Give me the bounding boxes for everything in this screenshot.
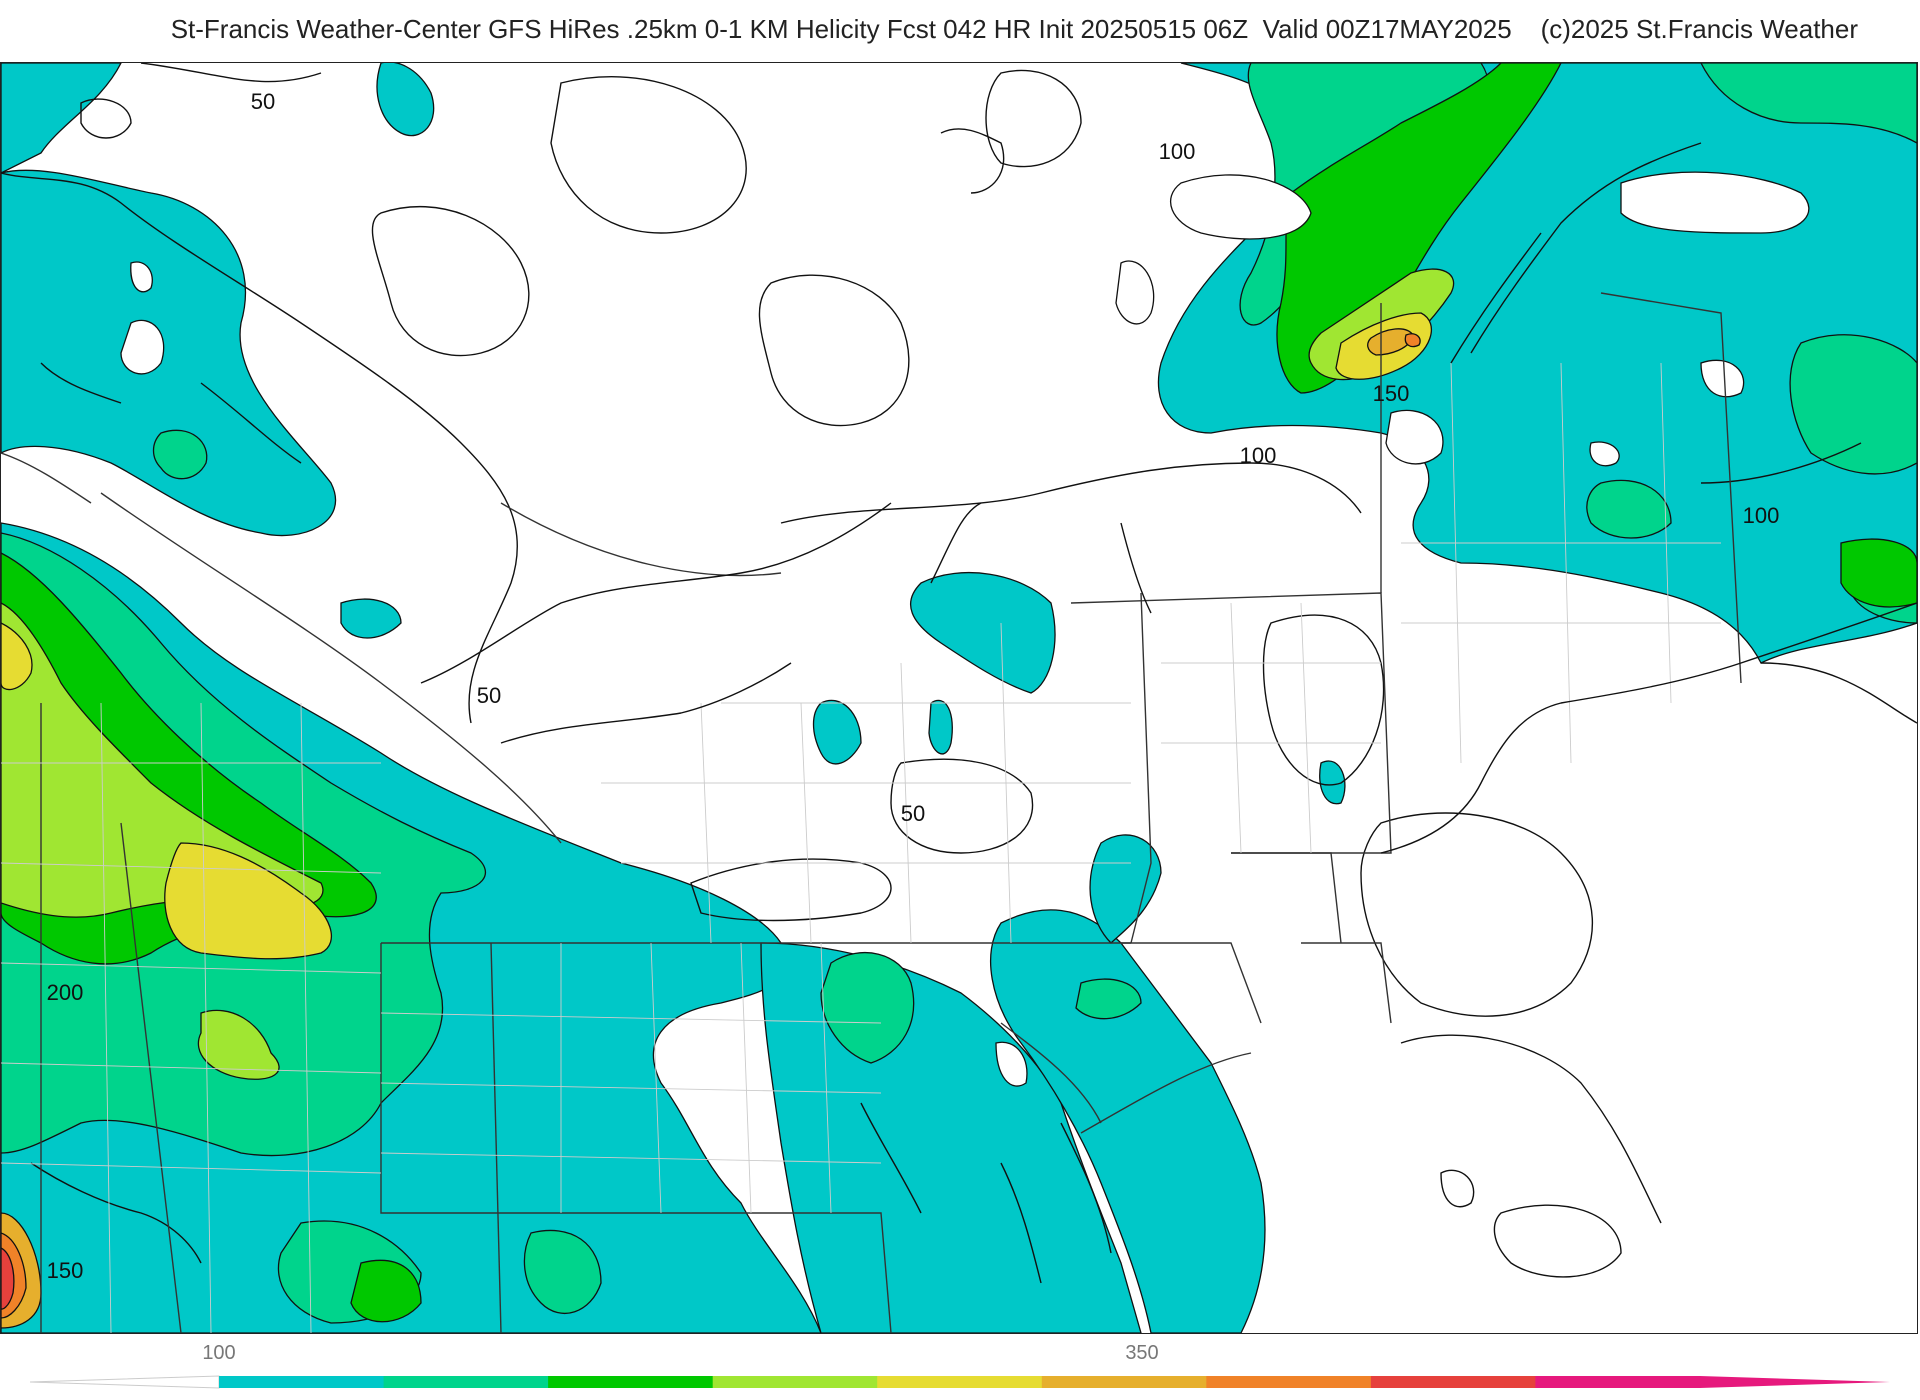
contour-lines — [1, 63, 1917, 1278]
colorbar-segment — [383, 1376, 549, 1388]
contour-label-150: 150 — [1373, 381, 1410, 406]
colorbar-segment — [219, 1376, 385, 1388]
contour-label-200: 200 — [47, 980, 84, 1005]
colorbar-ticks: 100 350 — [30, 1340, 1890, 1366]
contour-label-100: 100 — [1159, 139, 1196, 164]
shading-225-plus — [1, 328, 1421, 1329]
unshaded-pockets — [120, 171, 1810, 1087]
contour-label-50: 50 — [477, 683, 501, 708]
map-panel[interactable]: 50 100 100 150 100 50 50 200 150 — [0, 62, 1918, 1334]
contour-label-100: 100 — [1743, 503, 1780, 528]
colorbar-high-arrow — [1700, 1376, 1890, 1388]
contour-label-50: 50 — [251, 89, 275, 114]
colorbar-tick-label: 100 — [202, 1342, 236, 1364]
colorbar: 100 350 — [30, 1340, 1890, 1400]
colorbar-tick-label: 350 — [1125, 1342, 1159, 1364]
colorbar-segment — [1041, 1376, 1207, 1388]
colorbar-segment — [1370, 1376, 1536, 1388]
coastlines — [40, 128, 1917, 1284]
contour-label-50: 50 — [901, 801, 925, 826]
contour-label-100: 100 — [1240, 443, 1277, 468]
contour-labels: 50 100 100 150 100 50 50 200 150 — [47, 89, 1780, 1283]
colorbar-segment — [548, 1376, 714, 1388]
colorbar-segment — [712, 1376, 878, 1388]
map-title: St-Francis Weather-Center GFS HiRes .25k… — [170, 14, 1858, 44]
county-boundaries — [1, 362, 1721, 1333]
colorbar-low-arrow — [30, 1375, 220, 1389]
colorbar-segment — [1535, 1376, 1701, 1388]
colorbar-segments — [219, 1376, 1701, 1388]
contour-label-150: 150 — [47, 1258, 84, 1283]
colorbar-segment — [877, 1376, 1043, 1388]
state-boundaries — [1, 292, 1742, 1333]
colorbar-scale — [30, 1375, 1890, 1389]
colorbar-segment — [1206, 1376, 1372, 1388]
